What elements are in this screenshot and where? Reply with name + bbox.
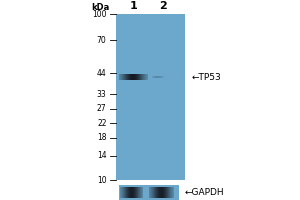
Text: 1: 1 <box>130 1 137 11</box>
Text: 22: 22 <box>97 119 106 128</box>
Text: 44: 44 <box>97 69 106 78</box>
Text: ←TP53: ←TP53 <box>192 73 222 82</box>
Text: 27: 27 <box>97 104 106 113</box>
Text: ←GAPDH: ←GAPDH <box>184 188 224 197</box>
Text: 70: 70 <box>97 36 106 45</box>
Text: 100: 100 <box>92 10 106 19</box>
Text: 18: 18 <box>97 133 106 142</box>
Bar <box>116 14 184 180</box>
Text: 2: 2 <box>160 1 167 11</box>
Text: 14: 14 <box>97 151 106 160</box>
Text: 33: 33 <box>97 90 106 99</box>
Bar <box>118 185 178 200</box>
Text: 10: 10 <box>97 176 106 185</box>
Text: kDa: kDa <box>92 3 110 12</box>
